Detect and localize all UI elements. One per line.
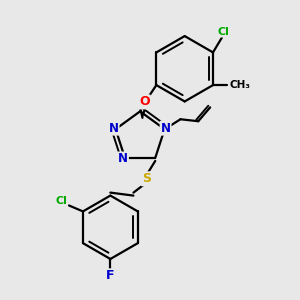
Text: Cl: Cl	[218, 27, 230, 37]
Text: S: S	[142, 172, 151, 185]
Text: Cl: Cl	[55, 196, 67, 206]
Text: O: O	[139, 95, 150, 108]
Text: N: N	[118, 152, 128, 166]
Text: N: N	[160, 122, 171, 135]
Text: F: F	[106, 269, 115, 282]
Text: CH₃: CH₃	[229, 80, 250, 90]
Text: N: N	[109, 122, 118, 135]
